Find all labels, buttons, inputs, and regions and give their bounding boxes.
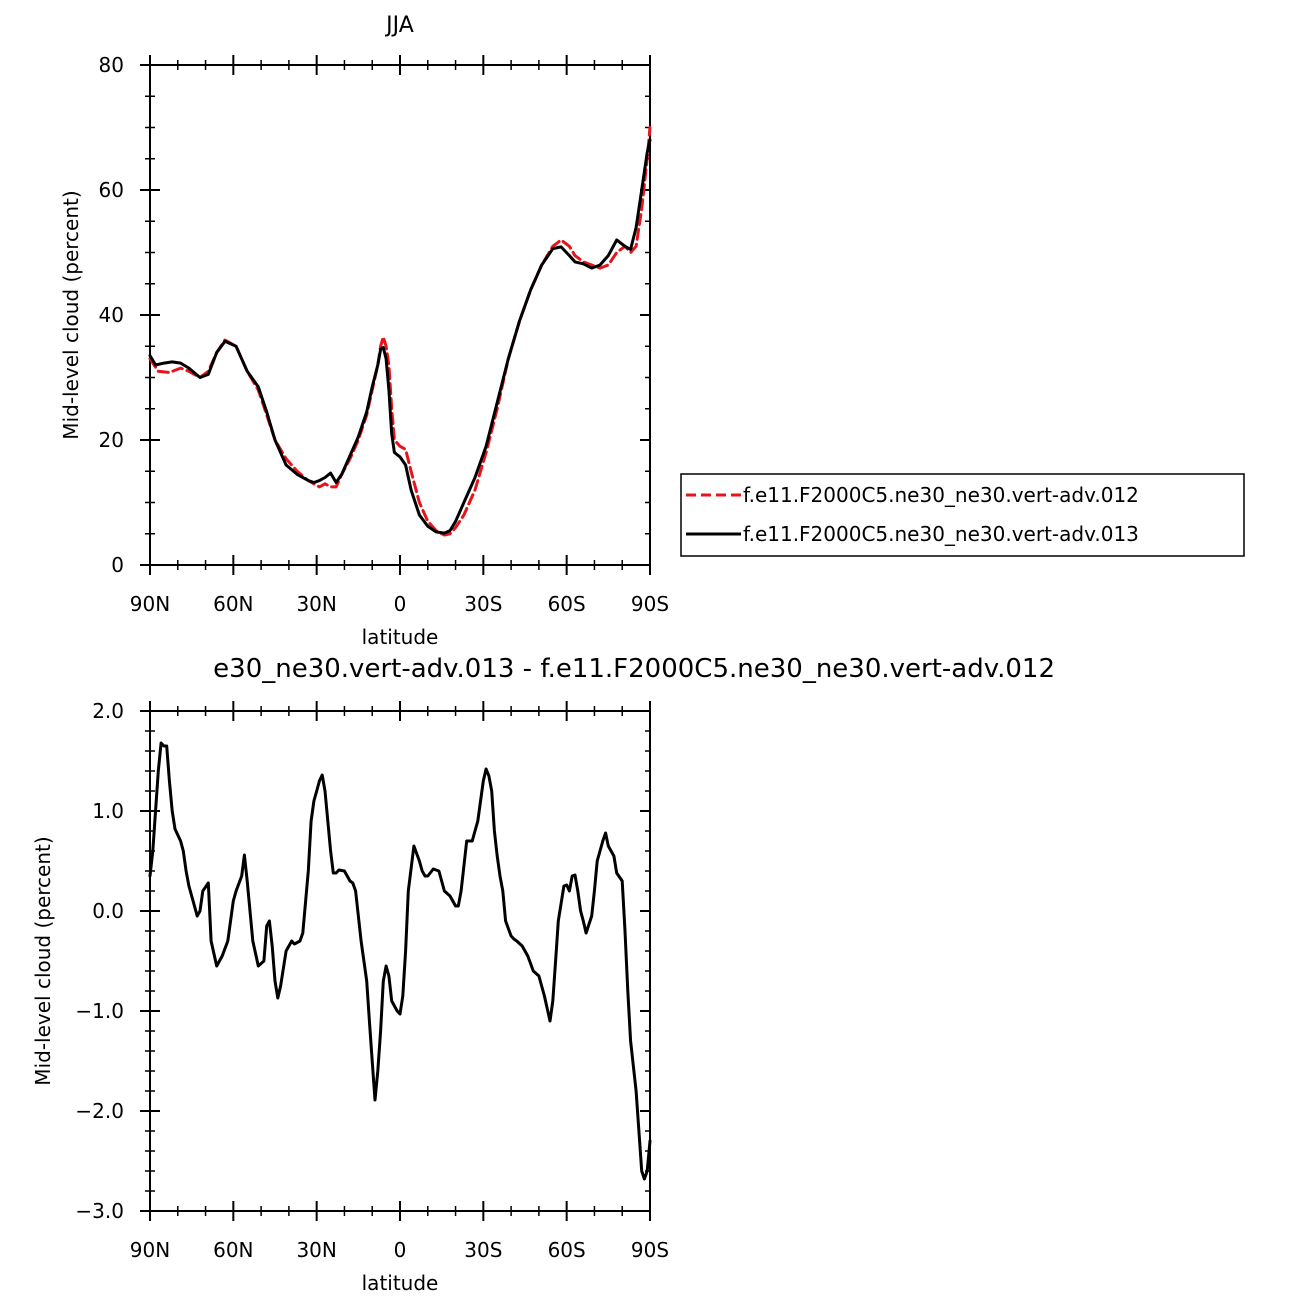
bottom-series-line-0 [148, 741, 652, 1181]
bottom-x-tick-label: 90N [130, 1238, 170, 1262]
bottom-chart-panel: e30_ne30.vert-adv.013 - f.e11.F2000C5.ne… [31, 654, 1055, 1295]
bottom-y-tick-label: −3.0 [75, 1199, 124, 1223]
bottom-chart-ticks [140, 701, 651, 1221]
top-chart-title: JJA [384, 13, 414, 38]
top-chart-ticks [140, 55, 651, 575]
bottom-y-tick-label: 1.0 [92, 799, 124, 823]
top-y-tick-label: 60 [99, 178, 124, 202]
bottom-chart-y-axis-label: Mid-level cloud (percent) [31, 836, 55, 1085]
top-x-tick-label: 60S [548, 592, 586, 616]
legend-label-013: f.e11.F2000C5.ne30_ne30.vert-adv.013 [743, 522, 1139, 546]
bottom-x-tick-label: 30N [296, 1238, 336, 1262]
bottom-chart-frame [149, 710, 651, 1212]
bottom-chart-series-group [148, 741, 652, 1181]
bottom-y-tick-label: 0.0 [92, 899, 124, 923]
bottom-chart-title: e30_ne30.vert-adv.013 - f.e11.F2000C5.ne… [213, 654, 1055, 684]
top-y-tick-label: 20 [99, 428, 124, 452]
top-series-line-1 [148, 138, 652, 535]
top-x-tick-label: 0 [394, 592, 407, 616]
bottom-y-tick-label: 2.0 [92, 699, 124, 723]
top-chart-legend: f.e11.F2000C5.ne30_ne30.vert-adv.012 f.e… [680, 473, 1245, 557]
top-y-tick-label: 40 [99, 303, 124, 327]
bottom-y-tick-label: −2.0 [75, 1099, 124, 1123]
top-y-tick-label: 80 [99, 53, 124, 77]
bottom-x-tick-label: 90S [631, 1238, 669, 1262]
top-series-line-0 [148, 126, 652, 537]
bottom-x-tick-label: 60N [213, 1238, 253, 1262]
bottom-y-tick-label: −1.0 [75, 999, 124, 1023]
bottom-x-tick-label: 30S [464, 1238, 502, 1262]
top-chart-y-axis-label: Mid-level cloud (percent) [59, 190, 83, 439]
top-chart-frame [149, 64, 651, 566]
top-x-tick-label: 30S [464, 592, 502, 616]
bottom-chart-y-tick-labels: −3.0 −2.0 −1.0 0.0 1.0 2.0 [75, 699, 124, 1223]
legend-label-012: f.e11.F2000C5.ne30_ne30.vert-adv.012 [743, 483, 1139, 507]
top-chart-x-tick-labels: 90N 60N 30N 0 30S 60S 90S [130, 592, 669, 616]
top-x-tick-label: 30N [296, 592, 336, 616]
bottom-chart-x-tick-labels: 90N 60N 30N 0 30S 60S 90S [130, 1238, 669, 1262]
top-x-tick-label: 60N [213, 592, 253, 616]
top-chart-series-group [148, 126, 652, 537]
top-chart-panel: JJA 0 20 40 60 80 90N 60N 30N 0 30S 60S 90S latitu… [59, 13, 669, 649]
bottom-x-tick-label: 0 [394, 1238, 407, 1262]
top-x-tick-label: 90N [130, 592, 170, 616]
legend-box [680, 473, 1245, 557]
bottom-chart-x-axis-label: latitude [362, 1271, 439, 1295]
top-y-tick-label: 0 [111, 553, 124, 577]
bottom-x-tick-label: 60S [548, 1238, 586, 1262]
top-x-tick-label: 90S [631, 592, 669, 616]
top-chart-x-axis-label: latitude [362, 625, 439, 649]
top-chart-y-tick-labels: 0 20 40 60 80 [99, 53, 124, 577]
